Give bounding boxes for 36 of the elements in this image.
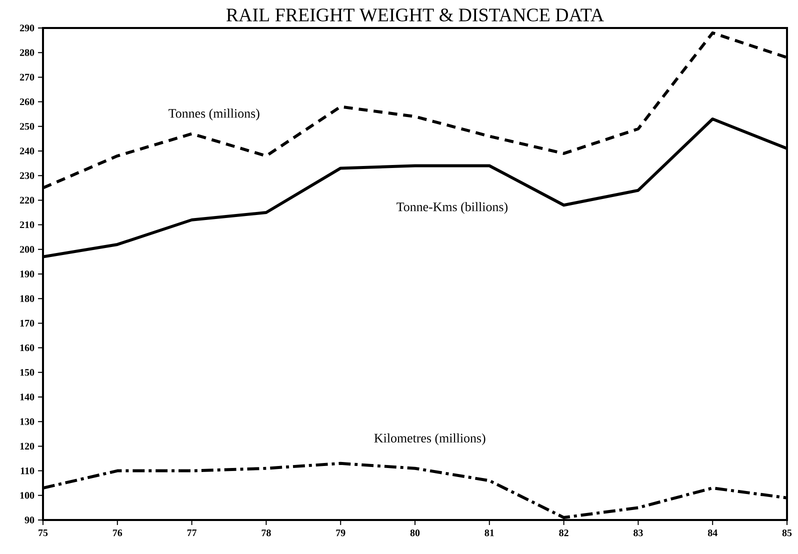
- y-tick-label: 210: [20, 221, 34, 228]
- x-tick-label: 85: [782, 530, 792, 536]
- x-tick-label: 77: [187, 529, 197, 536]
- y-tick-label: 90: [24, 516, 34, 524]
- series-label: Tonnes (millions): [168, 108, 260, 120]
- y-tick-label: 260: [20, 98, 34, 106]
- x-tick-label: 82: [559, 530, 568, 536]
- x-tick-label: 84: [708, 530, 718, 536]
- y-tick-label: 240: [20, 148, 34, 154]
- y-tick-label: 230: [20, 172, 34, 179]
- y-tick-label: 200: [20, 246, 34, 253]
- x-tick-label: 76: [112, 530, 122, 536]
- y-tick-label: 170: [20, 320, 34, 327]
- y-tick-label: 160: [20, 344, 34, 352]
- x-tick-label: 81: [484, 530, 494, 536]
- y-tick-label: 270: [20, 74, 34, 81]
- series-label: Kilometres (millions): [374, 433, 486, 446]
- series-label: Tonne-Kms (billions): [396, 202, 508, 214]
- x-tick-label: 79: [336, 530, 346, 536]
- x-tick-label: 78: [262, 530, 271, 536]
- x-tick-label: 83: [634, 530, 643, 536]
- chart-title: RAIL FREIGHT WEIGHT & DISTANCE DATA: [226, 8, 604, 22]
- y-tick-label: 120: [20, 442, 34, 450]
- x-tick-label: 80: [410, 530, 420, 536]
- y-tick-label: 140: [20, 394, 34, 400]
- y-tick-label: 130: [20, 418, 34, 425]
- y-tick-label: 290: [20, 24, 34, 32]
- y-tick-label: 180: [20, 295, 34, 302]
- y-tick-label: 250: [20, 123, 34, 130]
- y-tick-label: 190: [20, 270, 34, 278]
- y-tick-label: 150: [20, 369, 34, 376]
- y-tick-label: 110: [20, 467, 34, 474]
- y-tick-label: 280: [20, 49, 34, 56]
- x-tick-label: 75: [38, 529, 48, 536]
- y-tick-label: 220: [20, 196, 34, 204]
- y-tick-label: 100: [20, 492, 34, 499]
